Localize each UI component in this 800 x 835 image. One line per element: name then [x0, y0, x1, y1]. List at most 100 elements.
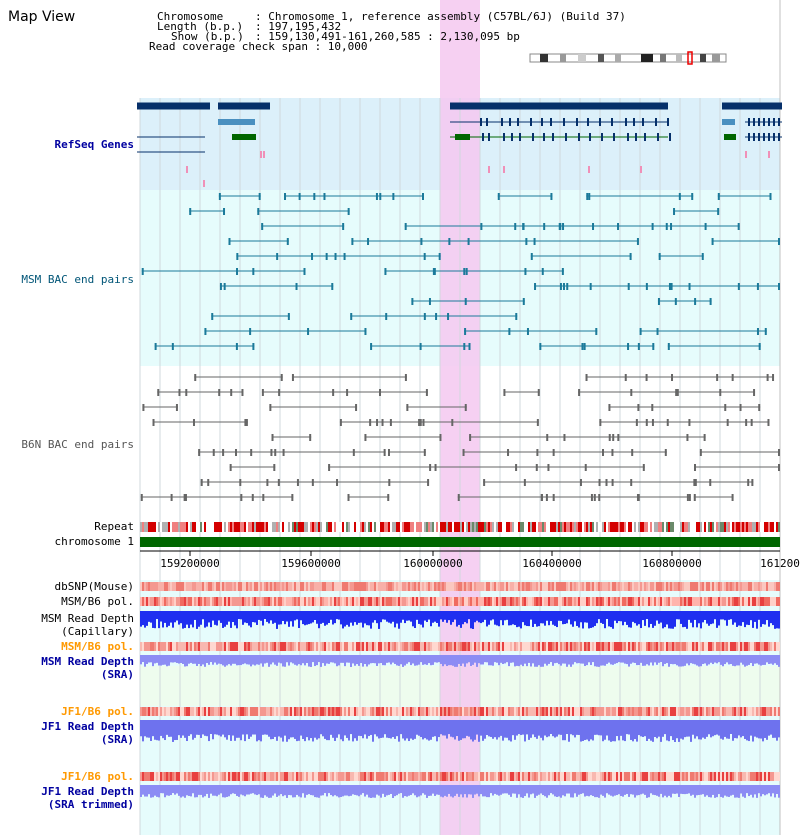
polymorphism-cell — [422, 582, 424, 591]
polymorphism-cell — [252, 597, 254, 606]
track-label-jf1-b6-pol-2[interactable]: JF1/B6 pol. — [61, 770, 134, 783]
read-depth-bar — [430, 720, 432, 740]
track-label-msm-read-capillary[interactable]: MSM Read Depth — [41, 612, 134, 625]
track-label-msm-b6-pol[interactable]: MSM/B6 pol. — [61, 595, 134, 608]
read-depth-bar — [748, 720, 750, 742]
polymorphism-cell — [462, 707, 464, 716]
b6n-bac-pair-end — [245, 419, 248, 426]
read-depth-bar — [298, 655, 300, 665]
length-value: : 197,195,432 — [255, 20, 342, 33]
polymorphism-cell — [652, 772, 654, 781]
polymorphism-cell — [198, 597, 200, 606]
read-depth-bar — [406, 720, 408, 739]
read-depth-bar — [648, 785, 650, 798]
read-depth-bar — [220, 611, 222, 623]
polymorphism-cell — [684, 707, 686, 716]
read-depth-bar — [698, 785, 700, 795]
track-label-repeat[interactable]: Repeat — [94, 520, 134, 533]
b6n-bac-pair-end — [200, 479, 203, 486]
polymorphism-cell — [356, 642, 358, 651]
track-label-jf1-read-sra[interactable]: JF1 Read Depth — [41, 720, 134, 733]
read-depth-bar — [718, 785, 720, 795]
polymorphism-cell — [630, 707, 632, 716]
b6n-bac-pair-end — [642, 464, 645, 471]
polymorphism-cell — [198, 707, 200, 716]
polymorphism-cell — [426, 582, 428, 591]
polymorphism-cell — [222, 707, 224, 716]
read-depth-bar — [672, 611, 674, 629]
read-depth-bar — [728, 655, 730, 665]
read-depth-bar — [352, 720, 354, 742]
read-depth-bar — [452, 655, 454, 666]
msm-bac-pair-end — [778, 238, 780, 245]
b6n-bac-pair-end — [422, 419, 425, 426]
polymorphism-cell — [590, 642, 592, 651]
read-depth-bar — [300, 785, 302, 798]
polymorphism-cell — [530, 597, 532, 606]
track-label-msm-b6-pol-2[interactable]: MSM/B6 pol. — [61, 640, 134, 653]
read-depth-bar — [778, 655, 780, 667]
read-depth-bar — [632, 785, 634, 795]
polymorphism-cell — [656, 582, 658, 591]
polymorphism-cell — [300, 597, 302, 606]
read-depth-bar — [164, 720, 166, 741]
read-depth-bar — [270, 785, 272, 798]
polymorphism-cell — [216, 597, 218, 606]
polymorphism-cell — [328, 772, 330, 781]
read-depth-bar — [454, 655, 456, 667]
read-depth-bar — [298, 720, 300, 741]
read-depth-bar — [626, 720, 628, 735]
polymorphism-cell — [202, 597, 204, 606]
track-label-msm-bac[interactable]: MSM BAC end pairs — [21, 273, 134, 286]
polymorphism-cell — [148, 597, 150, 606]
track-label-dbsnp[interactable]: dbSNP(Mouse) — [54, 580, 134, 593]
polymorphism-cell — [778, 642, 780, 651]
repeat-segment — [592, 522, 594, 532]
polymorphism-cell — [684, 582, 686, 591]
read-depth-bar — [200, 785, 202, 795]
repeat-segment — [288, 522, 290, 532]
read-depth-bar — [390, 611, 392, 624]
b6n-bac-pair-end — [230, 389, 233, 396]
read-depth-bar — [754, 655, 756, 664]
polymorphism-cell — [220, 582, 222, 591]
read-depth-bar — [712, 655, 714, 665]
read-depth-bar — [676, 655, 678, 666]
track-label-jf1-b6-pol[interactable]: JF1/B6 pol. — [61, 705, 134, 718]
polymorphism-cell — [734, 772, 736, 781]
read-depth-bar — [658, 611, 660, 624]
track-label-msm-read-sra[interactable]: MSM Read Depth — [41, 655, 134, 668]
polymorphism-cell — [430, 582, 432, 591]
polymorphism-cell — [776, 597, 778, 606]
polymorphism-cell — [398, 597, 400, 606]
repeat-segment — [548, 522, 550, 532]
read-depth-bar — [366, 655, 368, 667]
msm-bac-pair-end — [595, 328, 598, 335]
polymorphism-cell — [246, 597, 248, 606]
track-label-b6n-bac[interactable]: B6N BAC end pairs — [21, 438, 134, 451]
track-label-refseq-genes[interactable]: RefSeq Genes — [54, 138, 134, 151]
polymorphism-cell — [568, 772, 570, 781]
read-depth-bar — [598, 720, 600, 736]
polymorphism-cell — [322, 597, 324, 606]
read-depth-bar — [568, 655, 570, 665]
read-depth-bar — [532, 655, 534, 664]
read-depth-bar — [256, 720, 258, 742]
polymorphism-cell — [218, 707, 220, 716]
repeat-segment — [342, 522, 344, 532]
polymorphism-cell — [668, 772, 670, 781]
ideogram-band — [578, 54, 586, 62]
read-depth-bar — [160, 720, 162, 736]
read-depth-bar — [364, 785, 366, 797]
repeat-segment — [366, 522, 368, 532]
repeat-segment — [188, 522, 190, 532]
polymorphism-cell — [594, 772, 596, 781]
track-label-jf1-read-trimmed[interactable]: JF1 Read Depth — [41, 785, 134, 798]
polymorphism-cell — [442, 582, 444, 591]
read-depth-bar — [152, 611, 154, 628]
polymorphism-cell — [272, 597, 274, 606]
polymorphism-cell — [576, 707, 578, 716]
repeat-segment — [758, 522, 760, 532]
read-depth-bar — [184, 611, 186, 628]
